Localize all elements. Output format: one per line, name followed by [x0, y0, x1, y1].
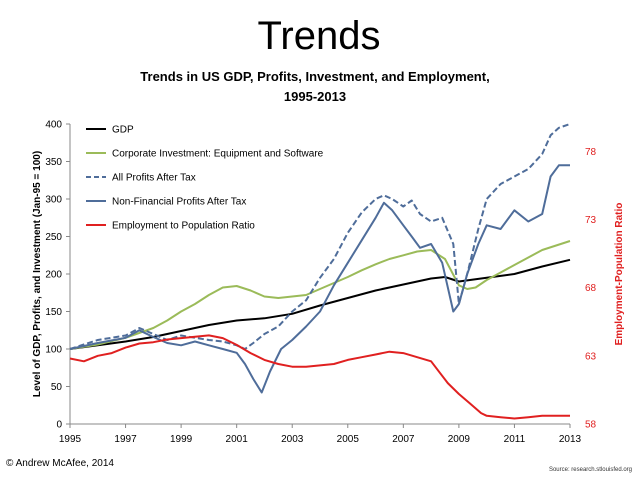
x-tick-label: 2013 [559, 434, 582, 445]
y-tick-label: 250 [45, 232, 62, 243]
y-tick-label: 350 [45, 157, 62, 168]
y-tick-label: 150 [45, 307, 62, 318]
y2-tick-label: 73 [585, 215, 597, 226]
series-employment-line [69, 334, 570, 420]
x-tick-label: 1999 [170, 434, 193, 445]
y-tick-label: 300 [45, 195, 62, 206]
x-tick-label: 2011 [504, 434, 526, 445]
x-tick-label: 2001 [226, 434, 249, 445]
series-investment-line [69, 240, 571, 350]
x-tick-label: 2007 [392, 434, 415, 445]
copyright-note: © Andrew McAfee, 2014 [6, 458, 114, 469]
legend-all-profits-label: All Profits After Tax [112, 173, 196, 184]
legend-gdp-label: GDP [112, 125, 134, 136]
x-tick-label: 1997 [114, 434, 137, 445]
y2-tick-label: 63 [585, 351, 597, 362]
y-tick-label: 200 [45, 270, 62, 281]
y-tick-label: 50 [51, 382, 63, 393]
source-note: Source: research.stlouisfed.org [548, 467, 632, 473]
legend-nonfin-profits-label: Non-Financial Profits After Tax [112, 197, 246, 208]
chart-title-line1: Trends in US GDP, Profits, Investment, a… [140, 69, 490, 84]
y2-tick-label: 58 [585, 420, 597, 431]
y-tick-label: 400 [45, 120, 62, 131]
series-nonfin-profits-line [69, 164, 570, 394]
legend-investment-label: Corporate Investment: Equipment and Soft… [112, 149, 324, 160]
y-axis-title: Level of GDP, Profits, and Investment (J… [32, 151, 43, 397]
y2-tick-label: 78 [585, 147, 597, 158]
slide-title: Trends [257, 14, 381, 58]
x-tick-label: 2009 [448, 434, 471, 445]
x-tick-label: 2005 [337, 434, 360, 445]
chart-title-line2: 1995-2013 [283, 89, 347, 104]
y-tick-label: 0 [56, 420, 62, 431]
chart-title: Trends in US GDP, Profits, Investment, a… [110, 67, 520, 107]
series-gdp-line [69, 258, 571, 350]
legend-employment-label: Employment to Population Ratio [112, 221, 255, 232]
x-tick-label: 2003 [281, 434, 304, 445]
y-tick-label: 100 [45, 345, 62, 356]
y2-tick-label: 68 [585, 283, 597, 294]
y2-axis-title: Employment-Population Ratio [614, 203, 625, 346]
x-tick-label: 1995 [59, 434, 82, 445]
